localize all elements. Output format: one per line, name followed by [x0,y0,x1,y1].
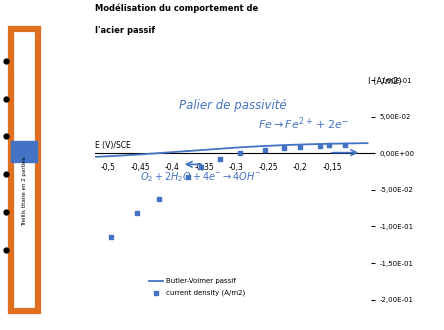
Text: Modélisation du comportement de: Modélisation du comportement de [95,3,259,13]
current density (A/m2) [341,142,349,147]
current density (A/m2) [156,197,163,202]
Text: $\it{Fe} \rightarrow \it{Fe}^{2+} + 2\it{e}^{-}$: $\it{Fe} \rightarrow \it{Fe}^{2+} + 2\it… [258,116,349,132]
current density (A/m2) [236,150,243,155]
current density (A/m2) [108,235,115,240]
Butler-Volmer passif [182,149,187,153]
Text: $\it{O}_2 + 2\it{H}_2\it{O} + 4\it{e}^{-} \rightarrow 4\it{OH}^{-}$: $\it{O}_2 + 2\it{H}_2\it{O} + 4\it{e}^{-… [140,171,262,184]
Text: Palier de passivité: Palier de passivité [179,99,287,112]
Text: I (A/m2): I (A/m2) [368,77,401,85]
Text: l'acier passif: l'acier passif [95,26,155,35]
Butler-Volmer passif [126,153,131,157]
current density (A/m2) [134,211,141,216]
Line: Butler-Volmer passif: Butler-Volmer passif [95,143,368,157]
Text: E (V)/SCE: E (V)/SCE [95,141,131,150]
FancyBboxPatch shape [11,29,38,311]
current density (A/m2) [281,145,288,150]
Butler-Volmer passif [290,143,296,147]
Bar [11,141,37,162]
current density (A/m2) [262,147,269,152]
current density (A/m2) [185,175,192,180]
current density (A/m2) [297,144,304,149]
current density (A/m2) [325,143,333,148]
current density (A/m2) [198,164,205,169]
Butler-Volmer passif [93,155,98,159]
Legend: Butler-Volmer passif, current density (A/m2): Butler-Volmer passif, current density (A… [149,278,246,296]
current density (A/m2) [316,144,323,149]
Text: Treillis titane en 2 parties: Treillis titane en 2 parties [22,157,28,226]
Butler-Volmer passif [365,141,370,145]
Butler-Volmer passif [201,148,206,152]
current density (A/m2) [217,156,224,162]
Butler-Volmer passif [264,144,269,148]
Butler-Volmer passif [289,143,294,147]
